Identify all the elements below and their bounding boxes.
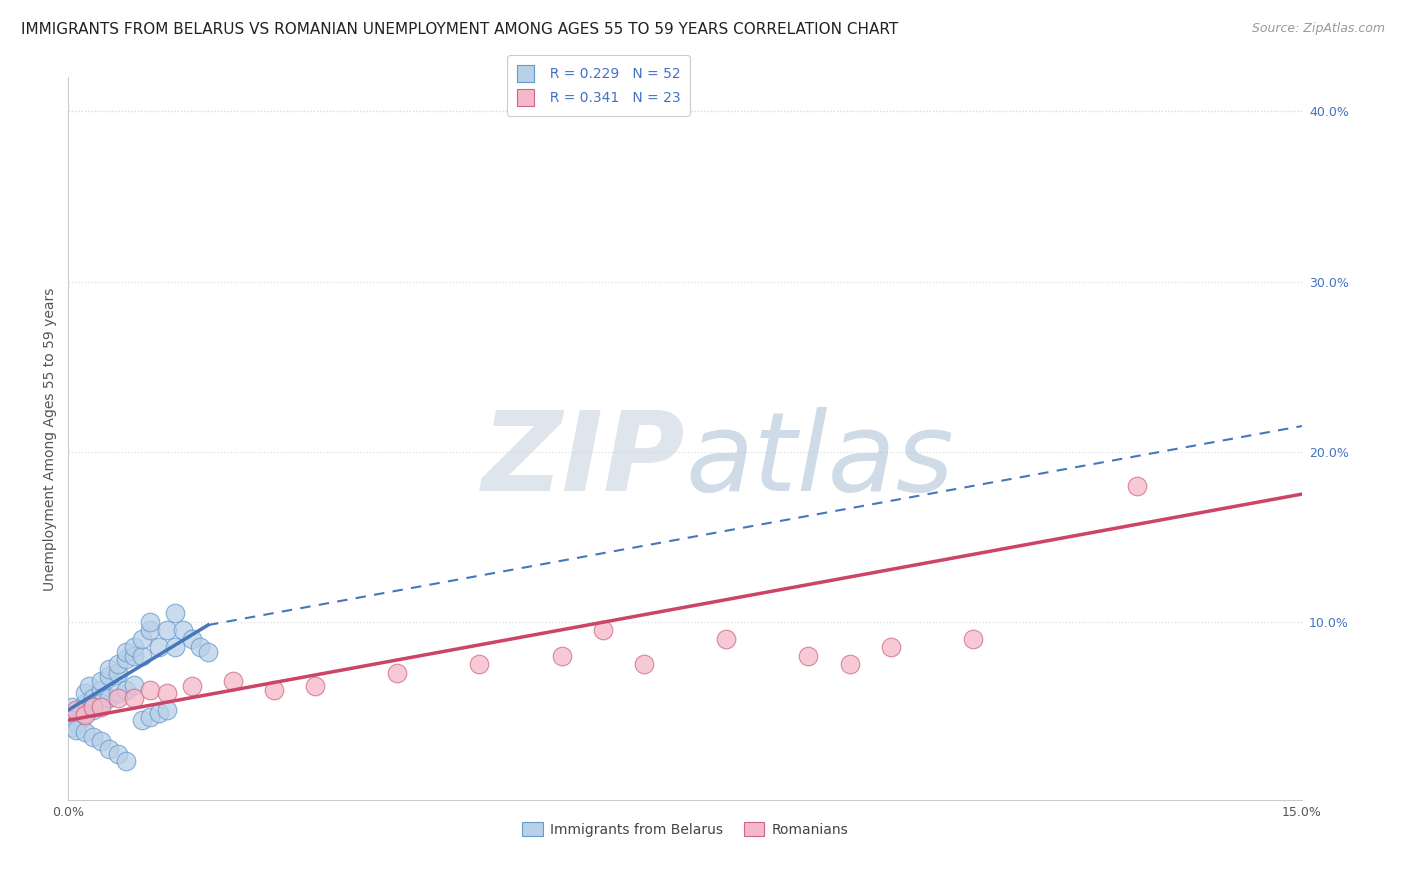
Point [880,640,903,654]
Legend: Immigrants from Belarus, Romanians: Immigrants from Belarus, Romanians [515,815,855,844]
Point [122,640,145,654]
Point [77,679,100,693]
Point [65,703,87,717]
Point [387,665,409,680]
Point [551,648,574,663]
Point [716,632,738,646]
Point [165,606,187,620]
Point [114,682,136,697]
Point [122,648,145,663]
Point [69,703,91,717]
Point [82,703,104,717]
Point [98,662,121,676]
Point [633,657,655,672]
Text: ZIP: ZIP [482,407,685,514]
Point [172,623,194,637]
Point [65,723,87,738]
Point [65,716,87,731]
Point [180,632,202,646]
Point [838,657,860,672]
Point [180,679,202,693]
Point [73,708,96,723]
Point [90,682,112,697]
Point [73,725,96,739]
Point [107,686,129,700]
Point [222,674,245,689]
Point [148,640,170,654]
Point [90,696,112,710]
Point [156,686,179,700]
Point [139,615,162,629]
Point [114,754,136,768]
Point [1126,478,1149,492]
Point [107,657,129,672]
Point [82,699,104,714]
Point [73,696,96,710]
Point [98,742,121,756]
Text: IMMIGRANTS FROM BELARUS VS ROMANIAN UNEMPLOYMENT AMONG AGES 55 TO 59 YEARS CORRE: IMMIGRANTS FROM BELARUS VS ROMANIAN UNEM… [21,22,898,37]
Point [139,682,162,697]
Y-axis label: Unemployment Among Ages 55 to 59 years: Unemployment Among Ages 55 to 59 years [44,287,58,591]
Point [263,682,285,697]
Point [107,665,129,680]
Point [65,708,87,723]
Point [139,623,162,637]
Point [107,747,129,762]
Point [98,691,121,706]
Point [73,686,96,700]
Point [131,713,153,727]
Point [156,703,179,717]
Point [82,699,104,714]
Point [60,720,83,734]
Point [304,679,326,693]
Text: atlas: atlas [685,407,953,514]
Point [962,632,984,646]
Point [197,645,219,659]
Point [60,699,83,714]
Point [139,710,162,724]
Point [114,645,136,659]
Point [90,733,112,747]
Point [122,691,145,706]
Point [82,691,104,706]
Point [468,657,491,672]
Point [122,677,145,691]
Point [797,648,820,663]
Text: Source: ZipAtlas.com: Source: ZipAtlas.com [1251,22,1385,36]
Point [148,706,170,721]
Point [131,648,153,663]
Point [82,731,104,745]
Point [69,712,91,726]
Point [188,640,211,654]
Point [107,691,129,706]
Point [131,632,153,646]
Point [73,706,96,721]
Point [165,640,187,654]
Point [60,713,83,727]
Point [592,623,614,637]
Point [90,699,112,714]
Point [90,674,112,689]
Point [156,623,179,637]
Point [98,669,121,683]
Point [114,652,136,666]
